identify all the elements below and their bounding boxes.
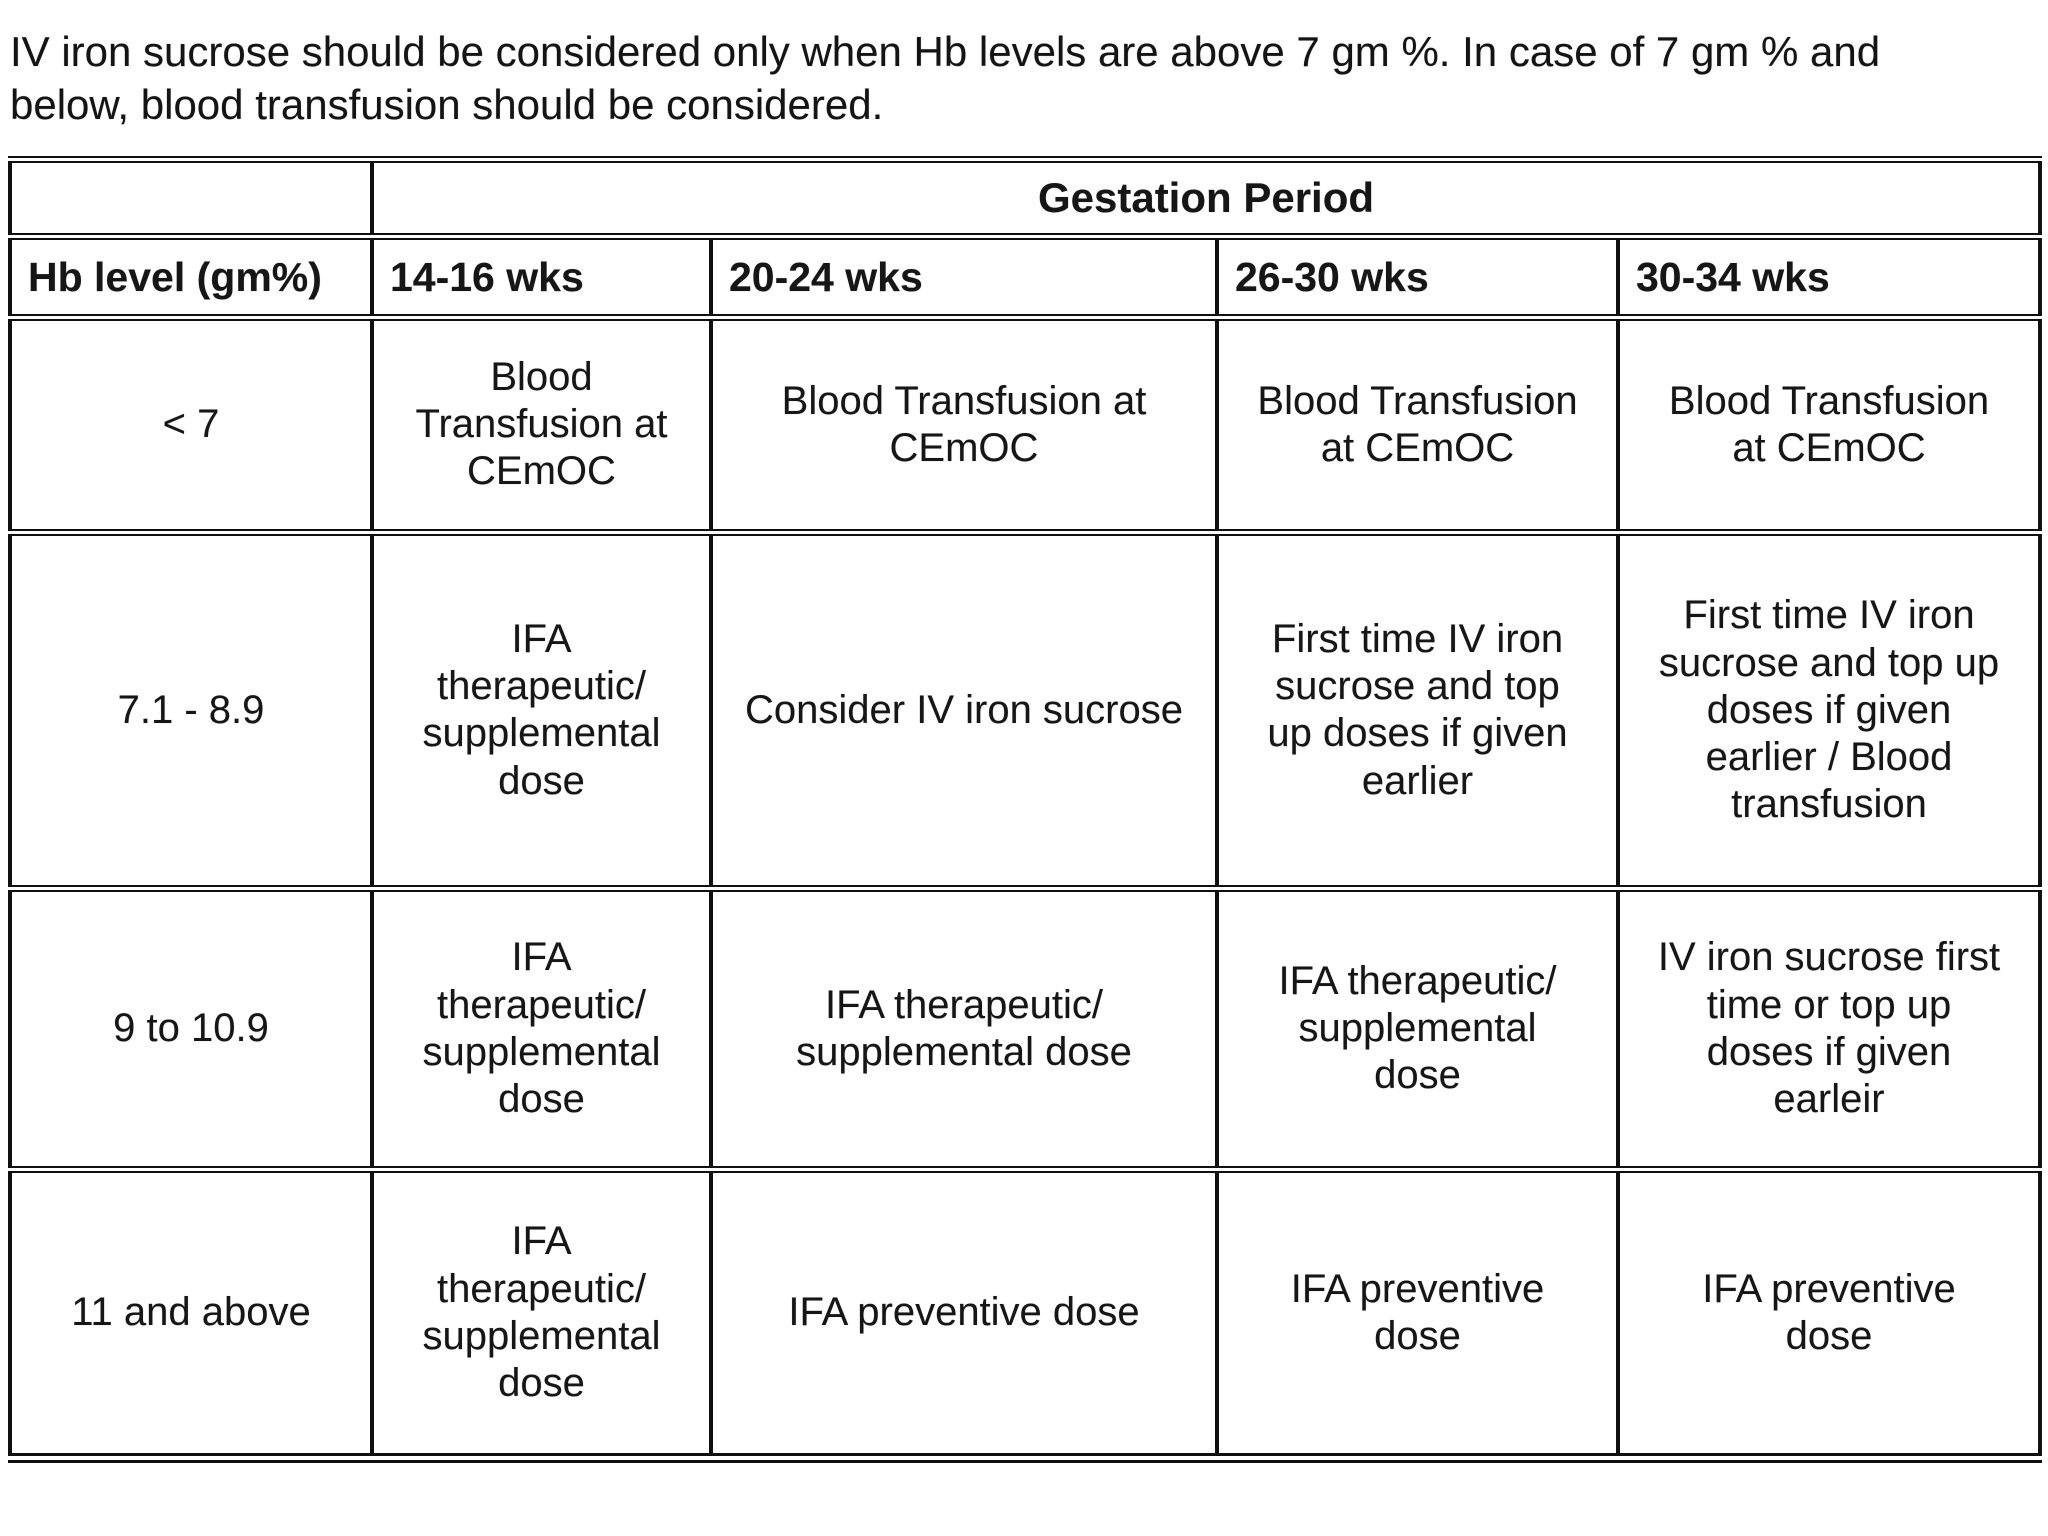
treatment-cell: IFA therapeutic/ supplemental dose xyxy=(370,528,713,892)
col-header-hb-level: Hb level (gm%) xyxy=(8,232,374,321)
corner-empty-cell xyxy=(8,155,374,240)
treatment-cell: IFA therapeutic/ supplemental dose xyxy=(370,884,713,1173)
treatment-cell: First time IV iron sucrose and top up do… xyxy=(1215,528,1620,892)
hb-range-cell: 7.1 - 8.9 xyxy=(8,528,374,892)
table-row-hb-11-and-above: 11 and above IFA therapeutic/ supplement… xyxy=(8,1165,2042,1462)
treatment-cell: Blood Transfusion at CEmOC xyxy=(1616,313,2042,536)
treatment-cell: Blood Transfusion at CEmOC xyxy=(709,313,1219,536)
column-header-row: Hb level (gm%) 14-16 wks 20-24 wks 26-30… xyxy=(8,232,2042,321)
treatment-cell: First time IV iron sucrose and top up do… xyxy=(1616,528,2042,892)
col-header-14-16-wks: 14-16 wks xyxy=(370,232,713,321)
col-header-26-30-wks: 26-30 wks xyxy=(1215,232,1620,321)
treatment-cell: Consider IV iron sucrose xyxy=(709,528,1219,892)
hb-gestation-table: Gestation Period Hb level (gm%) 14-16 wk… xyxy=(8,155,2042,1463)
treatment-cell: IFA therapeutic/ supplemental dose xyxy=(709,884,1219,1173)
gestation-period-header: Gestation Period xyxy=(370,155,2042,240)
col-header-30-34-wks: 30-34 wks xyxy=(1616,232,2042,321)
treatment-cell: IFA preventive dose xyxy=(709,1165,1219,1462)
hb-range-cell: < 7 xyxy=(8,313,374,536)
table-row-hb-7-1-to-8-9: 7.1 - 8.9 IFA therapeutic/ supplemental … xyxy=(8,528,2042,892)
treatment-cell: IFA therapeutic/ supplemental dose xyxy=(1215,884,1620,1173)
treatment-cell: Blood Transfusion at CEmOC xyxy=(370,313,713,536)
col-header-20-24-wks: 20-24 wks xyxy=(709,232,1219,321)
table-row-hb-9-to-10-9: 9 to 10.9 IFA therapeutic/ supplemental … xyxy=(8,884,2042,1173)
treatment-cell: IFA therapeutic/ supplemental dose xyxy=(370,1165,713,1462)
treatment-cell: Blood Transfusion at CEmOC xyxy=(1215,313,1620,536)
treatment-cell: IFA preventive dose xyxy=(1215,1165,1620,1462)
intro-paragraph: IV iron sucrose should be considered onl… xyxy=(10,28,1881,128)
hb-range-cell: 9 to 10.9 xyxy=(8,884,374,1173)
treatment-cell: IV iron sucrose first time or top up dos… xyxy=(1616,884,2042,1173)
gestation-header-row: Gestation Period xyxy=(8,155,2042,240)
table-row-hb-below-7: < 7 Blood Transfusion at CEmOC Blood Tra… xyxy=(8,313,2042,536)
treatment-cell: IFA preventive dose xyxy=(1616,1165,2042,1462)
hb-range-cell: 11 and above xyxy=(8,1165,374,1462)
